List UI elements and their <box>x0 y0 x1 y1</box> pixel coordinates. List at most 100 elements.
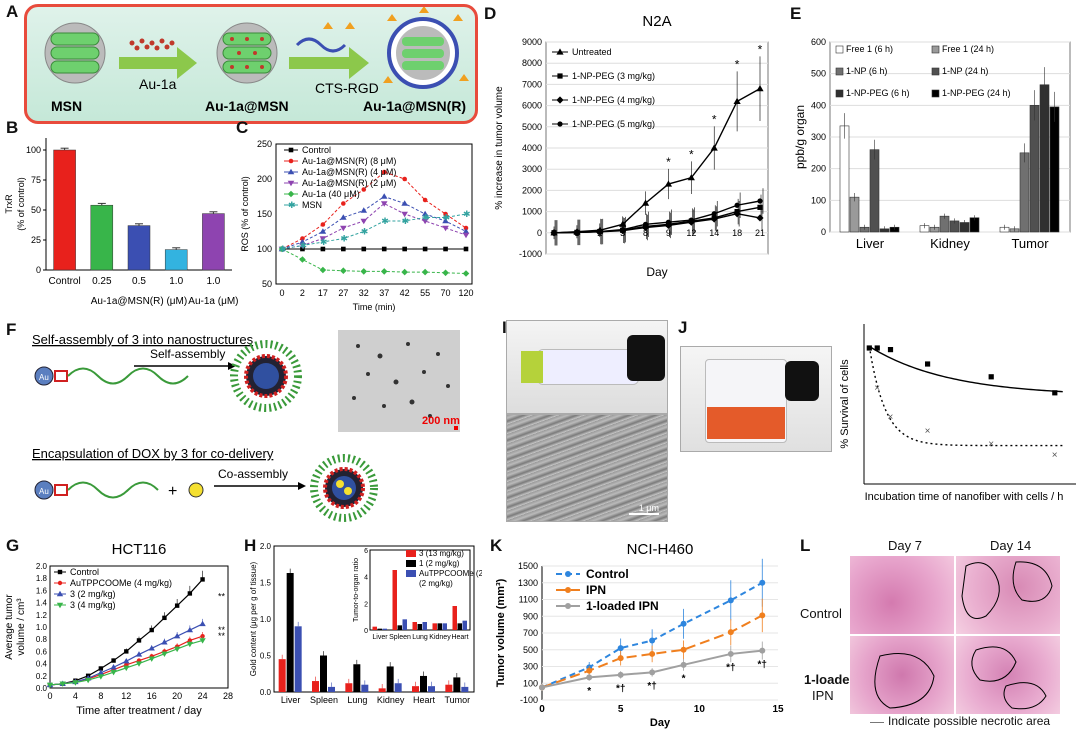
h-inset-xtick-label: Lung <box>412 634 428 641</box>
d-ylabel: % increase in tumor volume <box>494 86 505 210</box>
g-point <box>187 591 193 596</box>
c-point <box>380 268 388 275</box>
c-point <box>341 246 346 252</box>
chart-e: 0 100 200 300 400 500 600 Liver Kidney Tumor Free … <box>793 37 1071 251</box>
c-point <box>320 222 326 227</box>
l-row-control: Control <box>800 606 842 621</box>
histology-loaded-day7 <box>850 636 954 714</box>
k-legend-marker <box>565 603 571 609</box>
k-ytick-label: 500 <box>523 645 538 655</box>
g-ytick-label: 1.6 <box>36 586 48 595</box>
panel-label-f: F <box>6 320 17 339</box>
tem-scale-label: 200 nm <box>422 415 460 427</box>
d-legend-marker <box>556 96 564 104</box>
e-legend-swatch <box>931 89 940 98</box>
g-title: HCT116 <box>112 541 167 558</box>
d-ytick-label: 0 <box>537 228 542 238</box>
label-au1a: Au-1a <box>139 76 177 92</box>
g-ytick-label: 0.8 <box>36 635 48 644</box>
d-point <box>733 97 741 104</box>
d-point <box>734 202 740 208</box>
arrowhead-icon <box>228 362 236 370</box>
histology-loaded-day14 <box>956 636 1060 714</box>
tem-scale-bar <box>454 426 458 430</box>
g-point <box>148 645 155 651</box>
h-inset-bar <box>372 626 377 630</box>
k-xtick-label: 10 <box>694 704 706 715</box>
h-inset-ytick-label: 6 <box>364 548 368 555</box>
k-point <box>539 684 545 691</box>
g-ytick-label: 1.4 <box>36 599 48 608</box>
g-ytick-label: 0.2 <box>36 672 48 681</box>
c-point <box>380 193 388 199</box>
h-legend-label: 3 (13 mg/kg) <box>419 549 464 558</box>
g-ytick-label: 0.0 <box>36 684 48 693</box>
g-ytick-label: 1.8 <box>36 574 48 583</box>
c-point <box>443 211 448 217</box>
h-xtick-label: Lung <box>347 695 367 705</box>
d-point <box>756 214 764 222</box>
d-xlabel: Day <box>646 265 667 279</box>
c-legend-marker <box>287 180 295 187</box>
d-point <box>551 230 557 236</box>
label-au1a-msn: Au-1a@MSN <box>205 98 289 114</box>
g-significance-star: ** <box>218 592 226 602</box>
d-title: N2A <box>642 13 671 30</box>
d-ytick-label: -1000 <box>519 249 542 259</box>
j-point-x: × <box>925 426 931 437</box>
e-bar <box>1049 106 1060 233</box>
e-legend-swatch <box>835 45 844 54</box>
k-point <box>649 669 656 676</box>
d-legend-marker <box>557 73 563 79</box>
c-point <box>319 236 327 242</box>
h-xtick-label: Kidney <box>377 695 405 705</box>
h-inset-bar <box>402 619 407 630</box>
c-point <box>319 228 327 234</box>
b-bar <box>164 249 188 271</box>
chart-j: × × × × × % Survival of cells Incubation time … <box>839 324 1076 503</box>
g-series-line <box>49 623 203 686</box>
h-bar <box>378 688 386 692</box>
d-legend-label: 1-NP-PEG (4 mg/kg) <box>572 95 655 105</box>
k-point <box>727 629 734 636</box>
k-ytick-label: 1500 <box>518 561 538 571</box>
h-inset-bar <box>432 623 437 630</box>
g-legend-marker <box>57 580 63 586</box>
k-legend-label: 1-loaded IPN <box>586 599 659 613</box>
c-legend-marker <box>288 158 294 164</box>
c-legend-marker <box>287 190 295 198</box>
g-point <box>135 651 143 657</box>
h-bar <box>294 626 302 692</box>
c-legend-label: Au-1a@MSN(R) (4 μM) <box>302 167 396 177</box>
k-significance-star: * <box>587 686 591 697</box>
d-point <box>687 174 695 181</box>
g-legend-label: 3 (4 mg/kg) <box>70 600 116 610</box>
k-title: NCI-H460 <box>627 541 694 558</box>
sem-image-i: 1 μm <box>506 414 668 522</box>
e-legend-label: Free 1 (6 h) <box>846 44 893 54</box>
h-inset-bar <box>392 570 397 630</box>
c-point: ✱ <box>463 209 471 219</box>
d-xtick-label: 9 <box>666 228 671 238</box>
h-bar <box>320 655 327 692</box>
h-legend-label: AuTPPCOOMe (2 mg/kg) <box>419 569 482 578</box>
c-point <box>422 197 428 203</box>
c-legend-label: MSN <box>302 200 322 210</box>
k-point <box>759 647 766 654</box>
b-ytick-label: 75 <box>31 175 41 185</box>
panel-l: Day 7 Day 14 Control 1-loaded IPN Indica… <box>800 536 1084 731</box>
label-msn: MSN <box>51 98 82 114</box>
h-bar <box>328 686 335 692</box>
g-legend-marker <box>56 590 64 597</box>
g-ylabel-2: volume / cm³ <box>16 598 27 656</box>
h-bar <box>445 684 453 692</box>
arrowhead-icon-2 <box>298 482 306 490</box>
b-ylabel-2: (% of control) <box>16 177 26 231</box>
c-point <box>422 246 428 252</box>
h-bar <box>286 573 294 692</box>
g-point <box>136 638 142 643</box>
h-ytick-label: 0.5 <box>260 652 272 661</box>
k-ytick-label: -100 <box>520 695 538 705</box>
h-bar <box>412 686 419 692</box>
c-point: ✱ <box>422 213 430 223</box>
